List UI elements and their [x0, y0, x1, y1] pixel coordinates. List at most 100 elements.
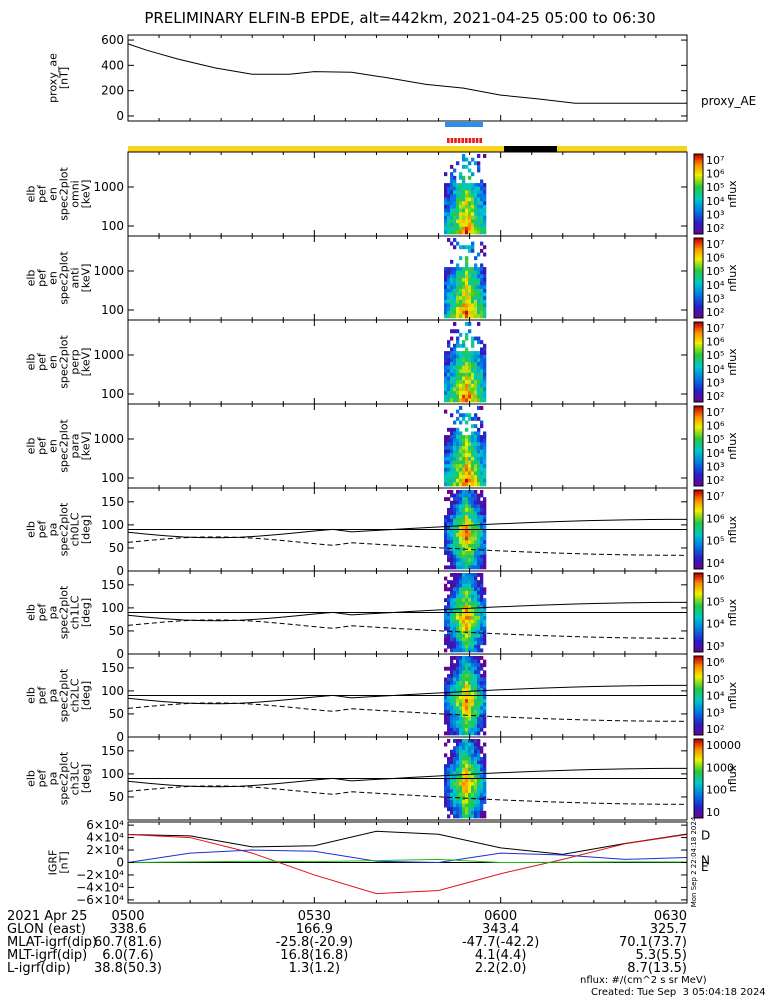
spectrogram-cell [474, 648, 478, 653]
spectrogram-cell [468, 299, 472, 304]
spectrogram-cell [480, 347, 484, 352]
spectrogram-cell [468, 630, 472, 635]
spectrogram-cell [462, 467, 466, 472]
spectrogram-cell [465, 789, 469, 794]
spectrogram-cell [483, 252, 487, 257]
spectrogram-cell [474, 504, 478, 509]
spectrogram-cell [465, 351, 469, 356]
panel-ylabel-6-4: ch1LC [69, 595, 82, 629]
spectrogram-cell [447, 278, 451, 282]
spectrogram-cell [471, 208, 475, 213]
spectrogram-cell [471, 580, 475, 585]
spectrogram-cell [477, 525, 481, 530]
spectrogram-cell [477, 230, 481, 235]
spectrogram-cell [453, 267, 457, 272]
colorbar-cell-3-3 [694, 328, 703, 331]
spectrogram-cell [450, 605, 454, 610]
colorbar-cell-8-13 [694, 764, 703, 768]
spectrogram-cell [468, 310, 472, 315]
spectrogram-cell [450, 616, 454, 620]
spectrogram-cell [462, 782, 466, 786]
spectrogram-cell [483, 190, 487, 195]
spectrogram-cell [456, 449, 460, 454]
ephemeris-value-0-3: 0630 [654, 909, 687, 924]
spectrogram-cell [450, 684, 454, 689]
spectrogram-cell [462, 561, 466, 566]
spectrogram-cell [459, 504, 463, 509]
spectrogram-cell [444, 565, 448, 570]
spectrogram-cell [465, 270, 469, 275]
spectrogram-cell [450, 717, 454, 721]
spectrogram-cell [453, 431, 457, 436]
spectrogram-cell [477, 380, 481, 385]
colorbar-label-2: nflux [726, 264, 739, 292]
spectrogram-cell [453, 453, 457, 458]
spectrogram-cell [450, 329, 454, 334]
spectrogram-cell [459, 742, 463, 747]
spectrogram-cell [471, 767, 475, 772]
spectrogram-cell [468, 756, 472, 761]
spectrogram-cell [459, 288, 463, 293]
science-red-tick [457, 138, 461, 143]
colorbar-cell-4-14 [694, 434, 703, 437]
spectrogram-cell [465, 274, 469, 279]
colorbar-cell-7-37 [694, 729, 703, 732]
spectrogram-cell [450, 490, 454, 494]
spectrogram-cell [456, 706, 460, 711]
spectrogram-cell [465, 594, 469, 599]
colorbar-cell-1-13 [694, 180, 703, 183]
spectrogram-cell [477, 706, 481, 711]
spectrogram-cell [465, 281, 469, 286]
spectrogram-cell [456, 688, 460, 693]
spectrogram-cell [456, 387, 460, 392]
spectrogram-cell [483, 442, 487, 447]
spectrogram-cell [462, 792, 466, 797]
panel-ylabel-7-0: elb [25, 687, 38, 704]
spectrogram-cell [480, 796, 484, 801]
spectrogram-cell [480, 278, 484, 282]
spectrogram-cell [480, 785, 484, 790]
spectrogram-cell [480, 814, 484, 819]
spectrogram-cell [471, 285, 475, 290]
spectrogram-cell [471, 471, 475, 476]
colorbar-cell-6-26 [694, 624, 703, 627]
spectrogram-cell [450, 525, 454, 530]
colorbar-cell-2-25 [694, 288, 703, 291]
spectrogram-cell [456, 504, 460, 509]
spectrogram-cell [450, 753, 454, 758]
spectrogram-cell [462, 507, 466, 512]
spectrogram-cell [450, 554, 454, 559]
spectrogram-cell [462, 739, 466, 743]
spectrogram-cell [459, 303, 463, 308]
spectrogram-cell [477, 497, 481, 502]
colorbar-cell-8-11 [694, 760, 703, 764]
spectrogram-cell [480, 558, 484, 563]
spectrogram-cell [456, 746, 460, 751]
spectrogram-cell [447, 186, 451, 191]
colorbar-cell-7-36 [694, 727, 703, 730]
spectrogram-cell [468, 354, 472, 359]
science-zone-bar [445, 122, 483, 127]
spectrogram-cell [459, 223, 463, 228]
spectrogram-cell [444, 380, 448, 385]
spectrogram-cell [447, 194, 451, 198]
spectrogram-cell [456, 226, 460, 231]
spectrogram-cell [456, 307, 460, 312]
spectrogram-cell [456, 612, 460, 617]
spectrogram-cell [465, 208, 469, 213]
spectrogram-cell [444, 435, 448, 440]
colorbar-cell-1-33 [694, 220, 703, 223]
spectrogram-cell [453, 183, 457, 188]
colorbar-cell-6-14 [694, 600, 703, 604]
spectrogram-cell [462, 623, 466, 628]
spectrogram-cell [459, 699, 463, 703]
spectrogram-cell [471, 223, 475, 228]
spectrogram-cell [456, 587, 460, 592]
spectrogram-cell [468, 644, 472, 649]
spectrogram-cell [453, 398, 457, 403]
spectrogram-cell [465, 183, 469, 188]
spectrogram-cell [453, 576, 457, 581]
spectrogram-cell [447, 215, 451, 220]
spectrogram-cell [465, 525, 469, 530]
spectrogram-cell [471, 226, 475, 231]
